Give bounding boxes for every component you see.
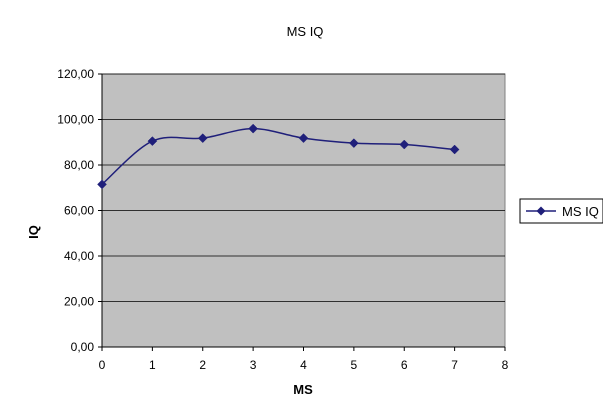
- data-point-diamond-icon: [298, 133, 309, 144]
- data-point-diamond-icon: [197, 133, 208, 144]
- data-point-diamond-icon: [399, 139, 410, 150]
- x-axis-title: MS: [293, 382, 313, 397]
- plot-area: [101, 73, 506, 348]
- y-tick-label: 40,00: [64, 249, 94, 263]
- data-point-diamond-icon: [248, 123, 258, 134]
- data-point-diamond-icon: [349, 138, 359, 149]
- axes: 0,00 20,00 40,00 60,00 80,00 100,00 120,00 0 1 2 3…: [57, 67, 508, 372]
- x-tick-label: 6: [401, 358, 408, 372]
- series-layer: [97, 123, 460, 190]
- y-axis-title: IQ: [26, 225, 41, 239]
- legend-marker-diamond-icon: [536, 206, 546, 216]
- data-point-diamond-icon: [449, 144, 460, 155]
- y-tick-label: 100,00: [57, 113, 94, 127]
- x-tick-label: 3: [250, 358, 257, 372]
- y-tick-label: 120,00: [57, 67, 94, 81]
- legend-label: MS IQ: [562, 204, 599, 219]
- chart-title: MS IQ: [287, 24, 324, 39]
- y-tick-label: 20,00: [64, 295, 94, 309]
- x-tick-label: 8: [502, 358, 509, 372]
- x-tick-label: 1: [149, 358, 156, 372]
- x-tick-label: 2: [199, 358, 206, 372]
- y-tick-label: 60,00: [64, 204, 94, 218]
- legend: MS IQ: [519, 198, 603, 224]
- x-tick-label: 0: [99, 358, 106, 372]
- x-tick-label: 4: [300, 358, 307, 372]
- x-tick-label: 7: [451, 358, 458, 372]
- y-tick-label: 80,00: [64, 158, 94, 172]
- y-tick-label: 0,00: [71, 340, 95, 354]
- data-point-diamond-icon: [97, 179, 107, 190]
- data-point-diamond-icon: [147, 136, 158, 146]
- x-tick-label: 5: [351, 358, 358, 372]
